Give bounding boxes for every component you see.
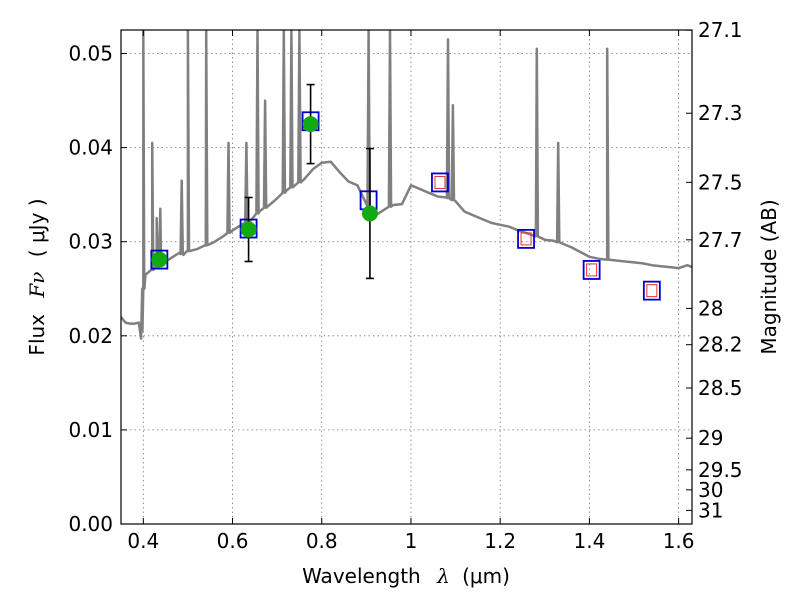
model-photometry-box — [642, 280, 661, 301]
y2-tick-label: 30 — [698, 478, 723, 502]
model-photometry-box — [517, 228, 535, 249]
y-axis-title: Flux Fν ( μJy ) — [25, 198, 49, 355]
x-axis-title: Wavelength λ (μm) — [302, 564, 510, 588]
observed-flux-point — [361, 205, 378, 222]
y2-tick-label: 27.5 — [698, 170, 743, 194]
y-tick-label: 0.02 — [68, 324, 113, 348]
x-tick-label: 1.6 — [663, 529, 695, 553]
y2-tick-label: 29 — [698, 426, 723, 450]
axis-ticks: 0.4 0.6 0.8 1 1.2 1.4 1.6 0.00 0.01 0.02 0.03 0.04 0… — [68, 18, 742, 553]
plot-frame — [120, 29, 693, 525]
y2-tick-label: 27.3 — [698, 101, 743, 125]
observed-flux-point — [240, 221, 257, 238]
model-photometry-inner-box — [646, 284, 658, 298]
model-photometry-inner-box — [520, 232, 532, 246]
y-tick-label: 0.01 — [68, 418, 113, 442]
x-tick-label: 1 — [405, 529, 418, 553]
model-photometry-box — [431, 172, 449, 193]
model-photometry-box — [582, 260, 601, 280]
x-tick-label: 0.6 — [217, 529, 249, 553]
x-tick-label: 0.8 — [306, 529, 338, 553]
observed-flux-point — [302, 116, 319, 133]
x-tick-label: 1.4 — [573, 529, 605, 553]
y2-tick-label: 27.7 — [698, 228, 743, 252]
y2-axis-title: Magnitude (AB) — [757, 199, 781, 354]
y2-tick-label: 31 — [698, 498, 723, 522]
x-tick-label: 0.4 — [127, 529, 159, 553]
y-tick-label: 0.00 — [68, 512, 113, 536]
x-tick-label: 1.2 — [484, 529, 516, 553]
y-tick-label: 0.05 — [68, 42, 113, 66]
y2-tick-label: 29.5 — [698, 458, 743, 482]
y2-tick-label: 28 — [698, 296, 723, 320]
y-tick-label: 0.03 — [68, 230, 113, 254]
sed-template-line — [121, 30, 692, 340]
model-photometry-inner-box — [434, 175, 446, 189]
model-photometry-inner-box — [586, 263, 598, 277]
y2-tick-label: 27.1 — [698, 18, 743, 42]
y-tick-label: 0.04 — [68, 136, 113, 160]
y2-tick-label: 28.5 — [698, 376, 743, 400]
observed-flux-point — [151, 251, 168, 268]
y2-tick-label: 28.2 — [698, 333, 743, 357]
plot-series — [121, 30, 692, 340]
